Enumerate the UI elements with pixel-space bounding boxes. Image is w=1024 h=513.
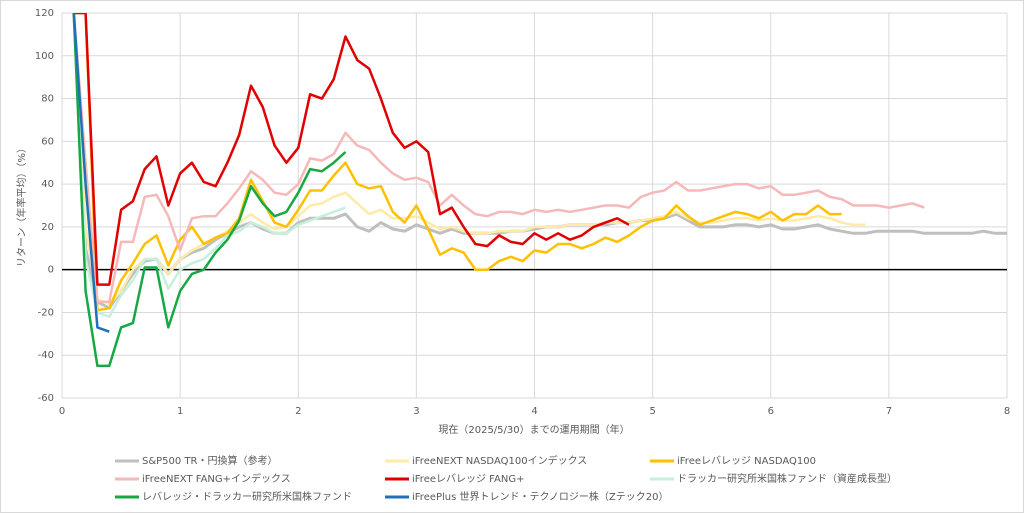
legend-label: iFreeNEXT FANG+インデックス (142, 472, 291, 485)
y-tick-label: -20 (38, 307, 54, 318)
x-tick-label: 8 (1004, 406, 1010, 417)
x-tick-label: 1 (177, 406, 183, 417)
y-tick-label: 80 (41, 94, 54, 105)
series-line (73, 13, 842, 312)
x-tick-label: 4 (531, 406, 537, 417)
series-line (73, 13, 630, 286)
y-tick-label: 60 (41, 136, 54, 147)
legend-label: レバレッジ・ドラッカー研究所米国株ファンド (142, 490, 352, 503)
x-tick-label: 0 (59, 406, 65, 417)
legend-label: iFreePlus 世界トレンド・テクノロジー株（Zテック20） (412, 490, 669, 503)
y-tick-label: 40 (41, 179, 54, 190)
legend-label: S&P500 TR・円換算（参考） (142, 454, 278, 467)
x-tick-label: 2 (295, 406, 301, 417)
y-tick-label: 0 (48, 265, 54, 276)
series-line (72, 13, 346, 318)
legend-label: iFreeレバレッジ NASDAQ100 (677, 455, 816, 467)
legend-label: ドラッカー研究所米国株ファンド（資産成長型） (677, 472, 897, 485)
series-line (72, 13, 925, 304)
y-tick-label: 100 (35, 51, 54, 62)
legend-label: iFreeNEXT NASDAQ100インデックス (412, 454, 587, 467)
x-tick-label: 6 (768, 406, 774, 417)
x-tick-label: 7 (886, 406, 892, 417)
plot-lines (72, 13, 1007, 368)
y-tick-label: -40 (38, 350, 54, 361)
x-axis-label: 現在（2025/5/30）までの運用期間（年） (438, 423, 629, 436)
y-tick-label: 20 (41, 222, 54, 233)
y-tick-label: 120 (35, 8, 54, 19)
series-line (72, 13, 110, 333)
x-tick-label: 5 (649, 406, 655, 417)
y-axis-label: リターン（年率平均）（%） (15, 143, 28, 267)
y-tick-label: -60 (38, 393, 54, 404)
legend-label: iFreeレバレッジ FANG+ (412, 473, 524, 485)
x-tick-label: 3 (413, 406, 419, 417)
series-line (72, 13, 347, 368)
